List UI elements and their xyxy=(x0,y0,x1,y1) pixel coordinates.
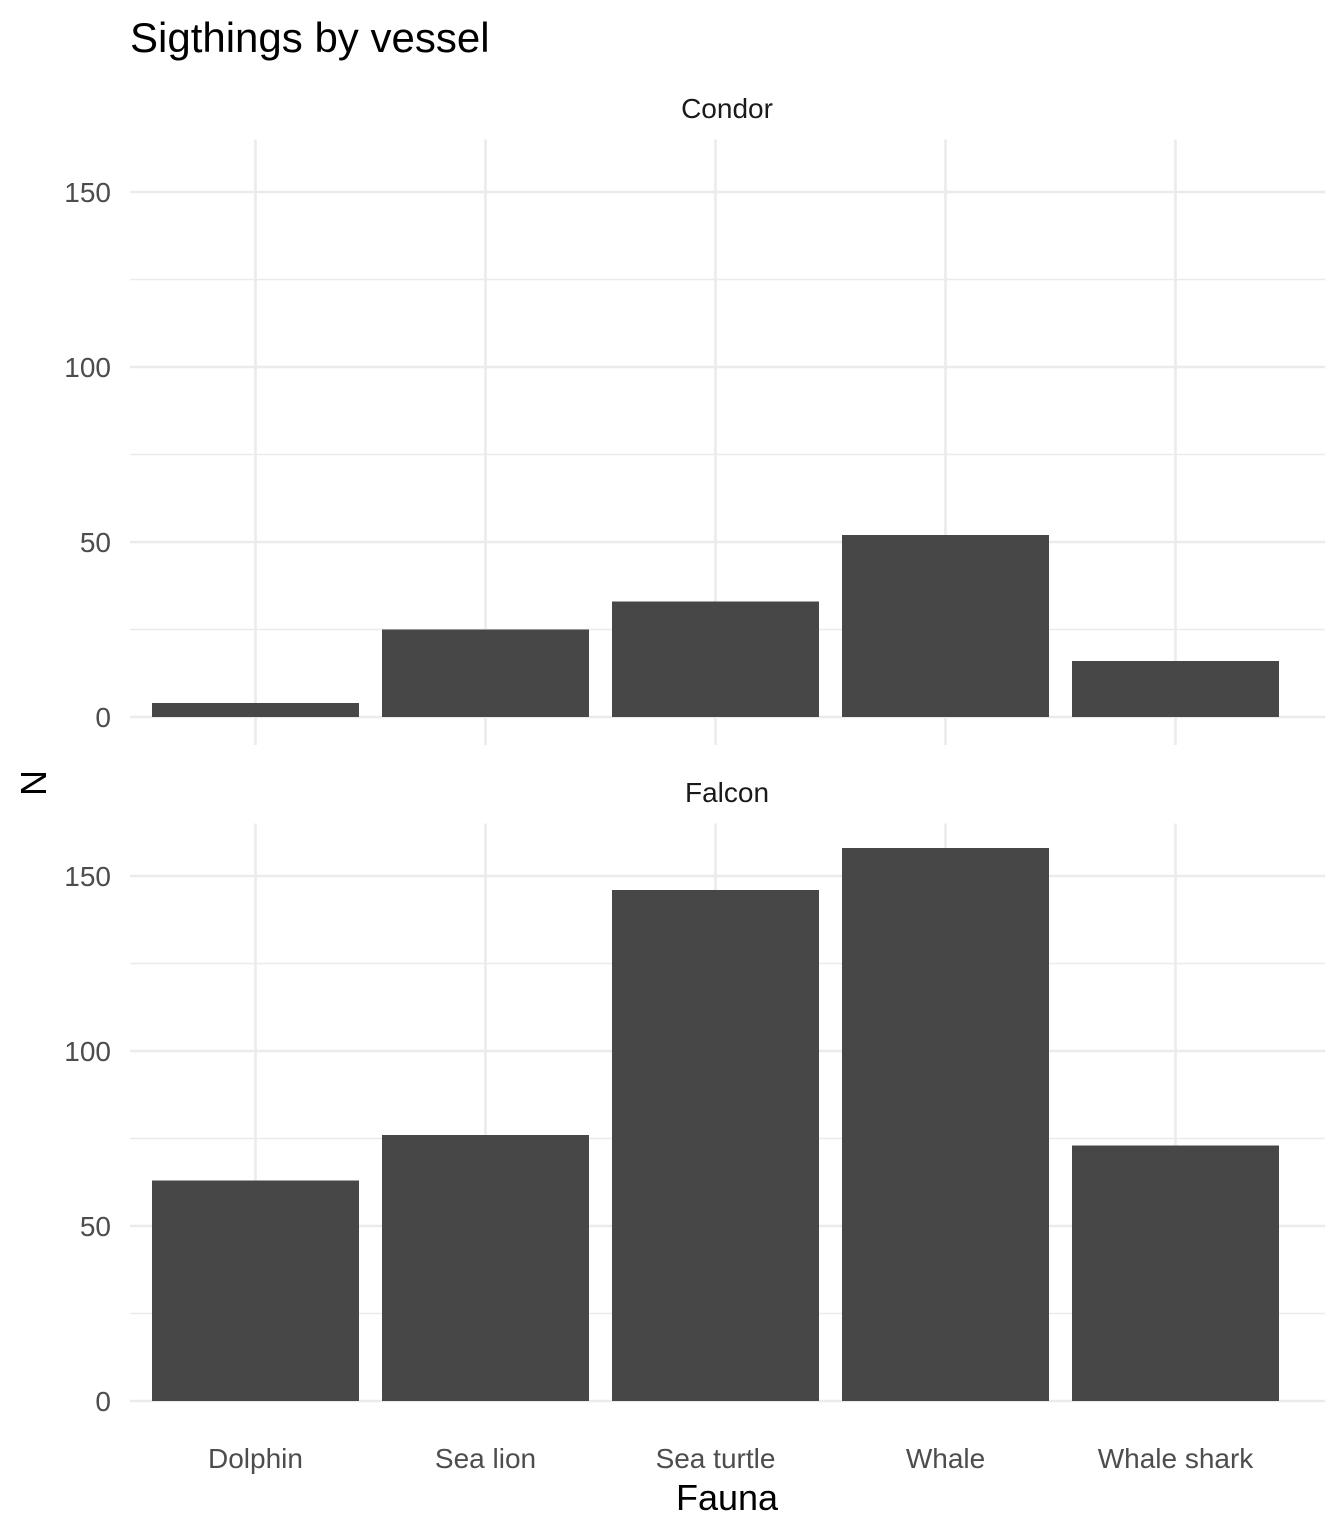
y-tick-label: 150 xyxy=(64,177,111,208)
y-tick-label: 0 xyxy=(95,702,111,733)
x-axis-title: Fauna xyxy=(676,1477,779,1518)
facet-strip-label: Falcon xyxy=(685,777,769,808)
bar-falcon-dolphin xyxy=(152,1180,359,1401)
chart-title: Sigthings by vessel xyxy=(130,14,490,61)
x-axis-tick-labels: Dolphin Sea lion Sea turtle Whale Whale shar… xyxy=(208,1443,1254,1474)
x-tick-label: Sea turtle xyxy=(656,1443,776,1474)
bar-condor-sea-lion xyxy=(382,629,589,717)
facet-panels: 0 50 100 150 Condor 0 50 100 150 Falcon xyxy=(64,93,1325,1417)
y-tick-label: 50 xyxy=(80,1211,111,1242)
y-tick-label: 150 xyxy=(64,861,111,892)
bar-condor-whale-shark xyxy=(1072,661,1279,717)
y-tick-label: 0 xyxy=(95,1386,111,1417)
x-tick-label: Sea lion xyxy=(435,1443,536,1474)
facet-strip-label: Condor xyxy=(681,93,773,124)
x-tick-label: Whale xyxy=(906,1443,985,1474)
y-tick-label: 100 xyxy=(64,1036,111,1067)
y-tick-label: 50 xyxy=(80,527,111,558)
bar-falcon-whale-shark xyxy=(1072,1145,1279,1401)
y-tick-label: 100 xyxy=(64,352,111,383)
bar-condor-sea-turtle xyxy=(612,601,819,717)
x-tick-label: Whale shark xyxy=(1098,1443,1255,1474)
facet-panel-condor: 0 50 100 150 Condor xyxy=(64,93,1325,745)
y-axis-title: N xyxy=(13,770,54,796)
bar-condor-dolphin xyxy=(152,703,359,717)
facet-panel-falcon: 0 50 100 150 Falcon xyxy=(64,777,1325,1417)
bar-condor-whale xyxy=(842,535,1049,717)
bar-falcon-sea-lion xyxy=(382,1135,589,1401)
bar-falcon-sea-turtle xyxy=(612,890,819,1401)
x-tick-label: Dolphin xyxy=(208,1443,303,1474)
bar-falcon-whale xyxy=(842,848,1049,1401)
